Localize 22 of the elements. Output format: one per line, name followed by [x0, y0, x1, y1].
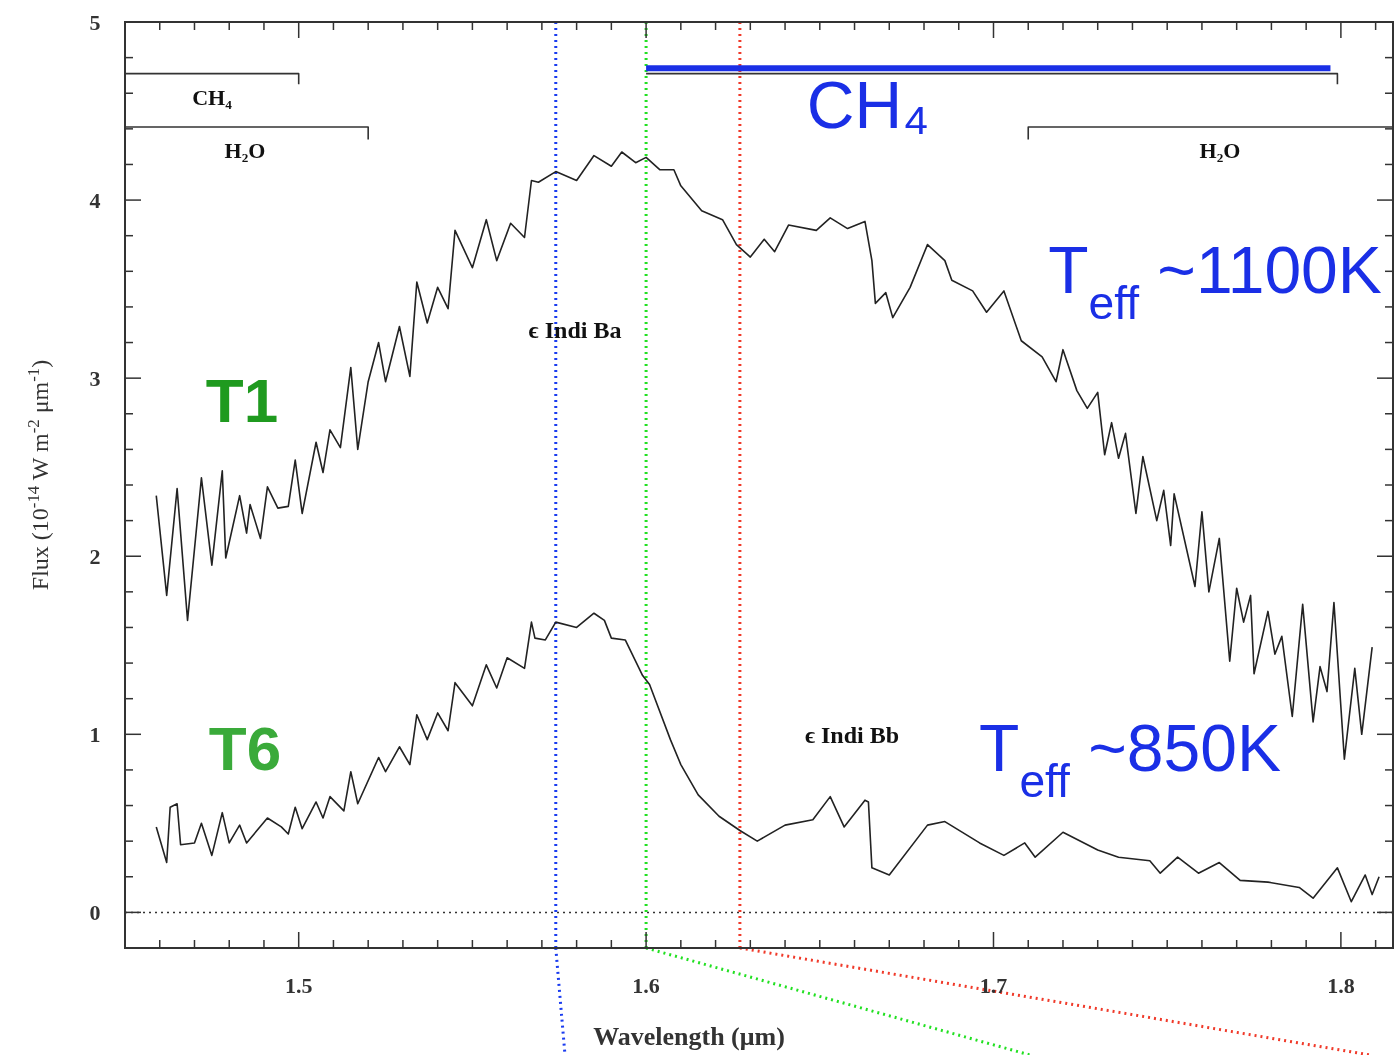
line-series	[155, 612, 1380, 903]
annotation: T1	[205, 365, 279, 435]
annotation: T$_{eff}$ ~850K	[979, 711, 1281, 808]
y-tick-label: 1	[89, 722, 101, 748]
annotation: T$_{eff}$ ~1100K	[1048, 233, 1382, 330]
annotation: ϵ Indi Ba	[528, 317, 622, 344]
x-tick-label: 1.8	[1327, 973, 1355, 998]
x-tick-label: 1.6	[632, 973, 660, 998]
annotation: ϵ Indi Bb	[804, 722, 900, 749]
annotation: T6	[208, 713, 282, 783]
annotation: H₂O	[1199, 137, 1241, 163]
y-tick-label: 2	[89, 543, 101, 569]
x-tick-label: 1.7	[979, 973, 1008, 998]
x-axis-title: Wavelength (μm)	[593, 1022, 785, 1051]
y-tick-label: 0	[89, 900, 101, 926]
x-tick-label: 1.5	[284, 973, 313, 998]
y-tick-label: 3	[89, 365, 101, 391]
annotation: CH₄	[806, 68, 930, 143]
annotation: CH₄	[192, 84, 233, 110]
y-tick-label: 5	[89, 9, 101, 35]
annotation: H₂O	[224, 137, 266, 163]
y-tick-label: 4	[89, 187, 101, 213]
